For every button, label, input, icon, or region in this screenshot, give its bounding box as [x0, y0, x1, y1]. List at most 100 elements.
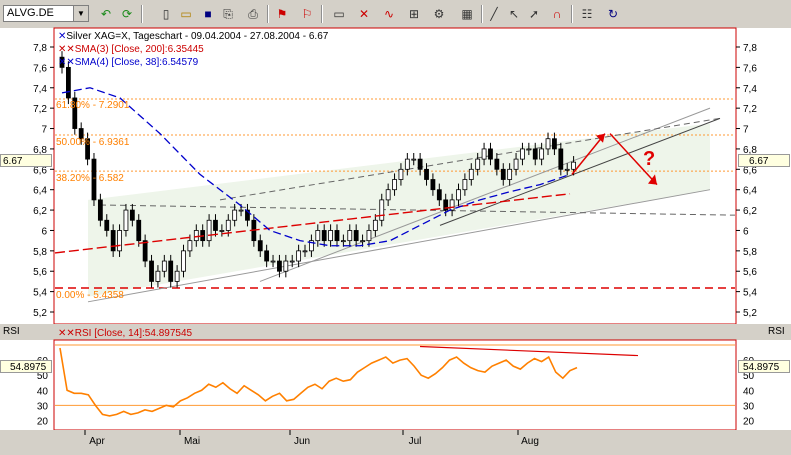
candle-body: [411, 158, 417, 161]
open-icon[interactable]: ▭: [180, 7, 192, 21]
trend-icon[interactable]: ✕: [358, 7, 370, 21]
chevron-down-icon[interactable]: ▼: [73, 6, 88, 21]
rsi-tick-label-left: 50: [37, 371, 49, 382]
chart-type-icon[interactable]: ⊞: [408, 7, 420, 21]
candle-body: [353, 230, 359, 242]
candle-body: [283, 260, 289, 272]
candle-body: [347, 230, 353, 242]
magnet-icon[interactable]: ∩: [552, 7, 562, 21]
channel-lower-line: [87, 189, 711, 303]
cursor-icon[interactable]: ➚: [528, 7, 540, 21]
current-price-right: 6.67: [738, 154, 790, 167]
upper-dashed-trendline: [219, 117, 721, 201]
price-ticks-left: 7,8 7,6 7,4 7,2 7 6,8 6,6 6,4 6,2 6 5,8 5,6 5,4 5,2: [33, 43, 54, 319]
undo-icon[interactable]: ↶: [100, 7, 112, 21]
redo-icon[interactable]: ↻: [607, 7, 619, 21]
candle-body: [430, 179, 436, 191]
x-axis-month-label: Mai: [184, 436, 200, 447]
separator: [321, 5, 323, 23]
copy-icon[interactable]: ⎘: [223, 7, 233, 21]
symbol-combo[interactable]: ALVG.DE ▼: [3, 5, 89, 22]
fib-label-0: 0.00% - 5.4358: [56, 290, 124, 301]
bars-icon[interactable]: ▭: [333, 7, 345, 21]
sma-long-line: [54, 193, 571, 254]
chart-flag2-icon[interactable]: ⚐: [301, 7, 313, 21]
candle-body: [366, 230, 372, 242]
settings-icon[interactable]: ⚙: [433, 7, 445, 21]
forecast-arrows: [571, 133, 658, 186]
horizontal-dashed-line: [99, 204, 736, 216]
print-icon[interactable]: ⎙: [248, 7, 258, 21]
price-axis-left: [0, 28, 54, 324]
rsi-axis-right: [736, 340, 791, 430]
price-tick-label-right: 6,8: [743, 145, 757, 156]
candle-body: [545, 138, 551, 150]
candle-body: [174, 270, 180, 282]
candle-body: [181, 250, 186, 272]
candle-body: [372, 219, 378, 231]
rsi-legend: ✕✕RSI [Close, 14]:54.897545: [58, 328, 193, 339]
candle-body: [481, 148, 487, 160]
candle-body: [219, 230, 225, 232]
rsi-tick-label-left: 40: [37, 386, 49, 397]
candle-body: [97, 199, 103, 221]
candle-body: [238, 209, 244, 212]
price-tick-label-right: 5,4: [743, 288, 757, 299]
candle-body: [494, 158, 500, 170]
candle-body: [302, 250, 308, 253]
candle-body: [232, 209, 238, 221]
price-tick-label-left: 7,6: [33, 63, 47, 74]
candle-body: [424, 168, 429, 180]
price-tick-label-left: 7,2: [33, 104, 47, 115]
refresh-icon[interactable]: ⟳: [121, 7, 133, 21]
legend-sma-long: ✕✕SMA(3) [Close, 200]:6.35445: [58, 44, 204, 55]
rsi-tick-label-left: 20: [37, 416, 49, 427]
channel-fill: [88, 123, 710, 297]
trendlines: [87, 107, 736, 303]
price-tick-label-left: 7,4: [33, 84, 47, 95]
candle-body: [340, 240, 346, 243]
candle-body: [155, 270, 161, 282]
arrow-up-line: [571, 133, 606, 175]
candle-body: [110, 230, 116, 252]
candles: [59, 51, 577, 288]
line-tool-icon[interactable]: ╱: [490, 7, 498, 21]
legend-sma-long-text: SMA(3) [Close, 200]:6.35445: [74, 44, 204, 55]
candle-body: [507, 168, 513, 180]
candle-body: [456, 189, 461, 201]
price-tick-label-left: 6: [41, 226, 47, 237]
candle-body: [328, 230, 333, 242]
rsi-panel-label-right: RSI: [768, 326, 785, 337]
candle-body: [500, 168, 506, 180]
symbol-value: ALVG.DE: [7, 7, 54, 19]
price-tick-label-right: 5,8: [743, 247, 757, 258]
legend-sma-short: ✕✕SMA(4) [Close, 38]:6.54579: [58, 57, 199, 68]
fib-label-618: 61.80% - 7.2901: [56, 100, 130, 111]
price-tick-label-right: 6: [743, 226, 749, 237]
chart-flag-icon[interactable]: ⚑: [276, 7, 288, 21]
candle-body: [417, 158, 423, 170]
candle-body: [104, 219, 110, 231]
fib-label-500: 50.00% - 6.9361: [56, 137, 130, 148]
new-icon[interactable]: ▯: [162, 7, 170, 21]
price-tick-label-right: 7,2: [743, 104, 757, 115]
save-icon[interactable]: ■: [204, 7, 212, 21]
candle-body: [315, 230, 321, 242]
current-price-left: 6.67: [0, 154, 52, 167]
options-icon[interactable]: ☷: [581, 7, 593, 21]
price-tick-label-left: 5,2: [33, 308, 47, 319]
sma-short-line: [61, 87, 571, 247]
candle-body: [360, 240, 365, 243]
indicator-icon[interactable]: ∿: [383, 7, 395, 21]
candle-body: [270, 260, 276, 263]
arrow-tool-icon[interactable]: ↖: [508, 7, 520, 21]
grid-icon[interactable]: ▦: [461, 7, 473, 21]
price-tick-label-left: 7,8: [33, 43, 47, 54]
candle-body: [161, 260, 167, 272]
candle-body: [168, 260, 174, 282]
candle-body: [193, 230, 199, 242]
candle-body: [72, 97, 78, 129]
candle-body: [225, 219, 231, 231]
candle-body: [257, 240, 263, 252]
